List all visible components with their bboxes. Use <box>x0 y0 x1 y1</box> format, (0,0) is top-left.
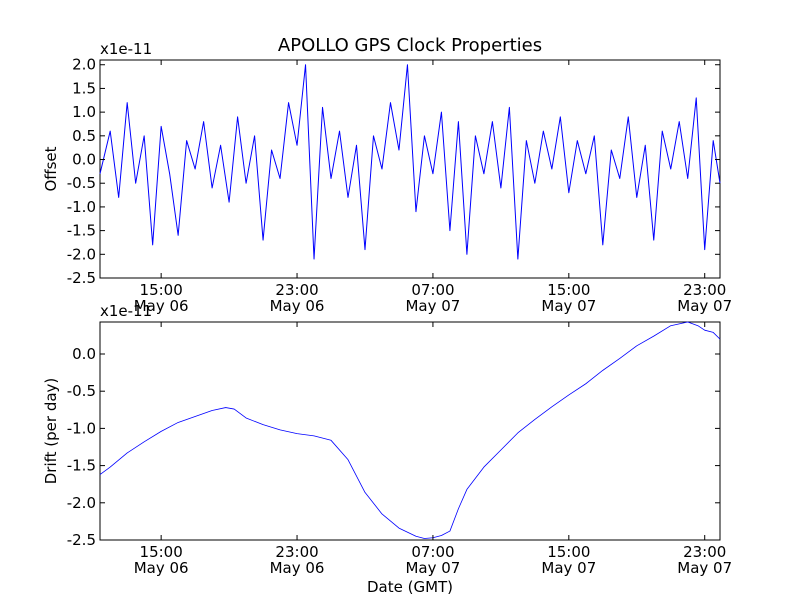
y-axis-label: Offset <box>42 146 60 191</box>
x-tick-label-time: 15:00 <box>140 281 183 299</box>
y-tick-label: -2.0 <box>67 494 96 512</box>
y-tick-label: -0.5 <box>67 382 96 400</box>
y-tick-label: 1.0 <box>72 103 96 121</box>
x-tick-label-date: May 06 <box>270 297 325 315</box>
y-tick-label: -1.0 <box>67 419 96 437</box>
x-tick-label-time: 15:00 <box>547 543 590 561</box>
x-tick-label-time: 15:00 <box>547 281 590 299</box>
y-tick-label: 0.0 <box>72 151 96 169</box>
y-tick-label: -0.5 <box>67 174 96 192</box>
x-tick-label-time: 23:00 <box>275 543 318 561</box>
axes-frame <box>99 59 721 279</box>
axes-frame <box>99 321 721 541</box>
x-tick-label-date: May 06 <box>134 559 189 577</box>
x-tick-label-date: May 07 <box>677 559 732 577</box>
y-tick-label: -2.0 <box>67 245 96 263</box>
y-tick-label: -1.5 <box>67 222 96 240</box>
x-tick-label-time: 07:00 <box>411 281 454 299</box>
y-tick-label: 0.5 <box>72 127 96 145</box>
y-scale-label: x1e-11 <box>100 302 152 320</box>
y-scale-label: x1e-11 <box>100 40 152 58</box>
x-tick-label-date: May 06 <box>134 297 189 315</box>
x-tick-label-date: May 06 <box>270 559 325 577</box>
figure-title: APOLLO GPS Clock Properties <box>278 35 542 56</box>
y-tick-label: -2.5 <box>67 269 96 287</box>
x-tick-label-date: May 07 <box>541 559 596 577</box>
y-tick-label: 1.5 <box>72 79 96 97</box>
y-tick-label: -2.5 <box>67 531 96 549</box>
offset-panel: -2.5 -2.0 -1.5 -1.0 -0.5 0.0 0.5 1.0 1.5 2.0 15:00… <box>42 40 732 315</box>
y-axis-label: Drift (per day) <box>42 378 60 485</box>
y-tick-label: -1.5 <box>67 457 96 475</box>
x-tick-label-time: 15:00 <box>140 543 183 561</box>
x-tick-label-time: 23:00 <box>683 281 726 299</box>
x-tick-label-time: 07:00 <box>411 543 454 561</box>
x-tick-label-date: May 07 <box>405 559 460 577</box>
x-tick-label-date: May 07 <box>405 297 460 315</box>
x-tick-label-date: May 07 <box>677 297 732 315</box>
y-tick-label: 0.0 <box>72 345 96 363</box>
x-tick-label-time: 23:00 <box>275 281 318 299</box>
x-tick-label-time: 23:00 <box>683 543 726 561</box>
series-line <box>99 321 721 539</box>
y-tick-label: -1.0 <box>67 198 96 216</box>
x-axis-label: Date (GMT) <box>367 578 453 596</box>
series-line <box>99 64 721 260</box>
y-tick-label: 2.0 <box>72 56 96 74</box>
x-tick-label-date: May 07 <box>541 297 596 315</box>
